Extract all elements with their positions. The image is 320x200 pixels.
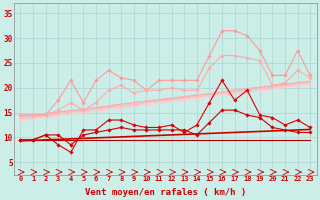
X-axis label: Vent moyen/en rafales ( km/h ): Vent moyen/en rafales ( km/h ) — [85, 188, 246, 197]
